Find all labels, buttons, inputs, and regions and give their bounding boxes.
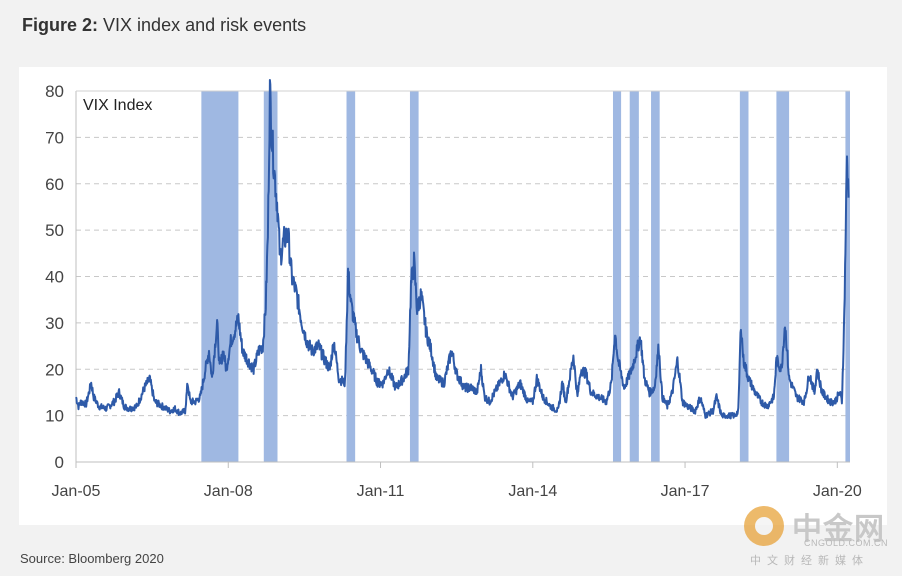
y-tick-label-60: 60 <box>45 175 64 194</box>
figure-caption: VIX index and risk events <box>103 15 307 35</box>
series-line-1 <box>75 79 850 420</box>
y-tick-label-30: 30 <box>45 314 64 333</box>
risk-event-band-6 <box>629 91 639 462</box>
y-tick-label-80: 80 <box>45 82 64 101</box>
watermark-logo: 中金网 CNGOLD.COM.CN 中文财经新媒体 <box>742 504 892 567</box>
x-tick-label-Jan-05: Jan-05 <box>52 483 101 500</box>
risk-event-band-2 <box>263 91 278 462</box>
figure-label: Figure 2: <box>22 15 99 35</box>
series <box>75 79 850 420</box>
x-tick-label-Jan-08: Jan-08 <box>204 483 253 500</box>
y-tick-label-10: 10 <box>45 407 64 426</box>
risk-event-band-8 <box>739 91 749 462</box>
grid-lines <box>76 90 850 417</box>
risk-event-band-3 <box>346 91 356 462</box>
y-tick-label-20: 20 <box>45 360 64 379</box>
x-tick-label-Jan-14: Jan-14 <box>508 483 557 500</box>
watermark-coin-icon <box>744 506 784 546</box>
risk-event-band-1 <box>201 91 239 462</box>
y-tick-label-40: 40 <box>45 268 64 287</box>
figure-title: Figure 2: VIX index and risk events <box>22 15 306 36</box>
y-tick-label-70: 70 <box>45 128 64 147</box>
x-tick-label-Jan-17: Jan-17 <box>661 483 710 500</box>
watermark-name: 中金网 <box>792 513 885 546</box>
risk-event-band-10 <box>845 91 850 462</box>
series-label-vix: VIX Index <box>83 97 152 114</box>
axes <box>75 90 850 468</box>
y-tick-label-50: 50 <box>45 221 64 240</box>
x-tick-label-Jan-20: Jan-20 <box>813 483 862 500</box>
vix-chart: 0 10 20 30 40 50 60 70 80 Jan-05 Jan-08 Jan-11 Jan-1… <box>45 79 862 500</box>
risk-event-bands <box>201 91 850 462</box>
watermark-tagline: 中文财经新媒体 <box>750 555 869 567</box>
x-tick-label-Jan-11: Jan-11 <box>357 483 405 500</box>
chart-panel: 0 10 20 30 40 50 60 70 80 Jan-05 Jan-08 Jan-11 Jan-1… <box>19 67 887 525</box>
watermark-domain: CNGOLD.COM.CN <box>804 538 889 548</box>
y-tick-label-0: 0 <box>55 453 64 472</box>
risk-event-band-5 <box>612 91 622 462</box>
tick-labels: 0 10 20 30 40 50 60 70 80 Jan-05 Jan-08 Jan-11 Jan-1… <box>45 82 862 500</box>
risk-event-band-9 <box>776 91 790 462</box>
risk-event-band-7 <box>651 91 660 462</box>
source-note: Source: Bloomberg 2020 <box>20 551 164 566</box>
